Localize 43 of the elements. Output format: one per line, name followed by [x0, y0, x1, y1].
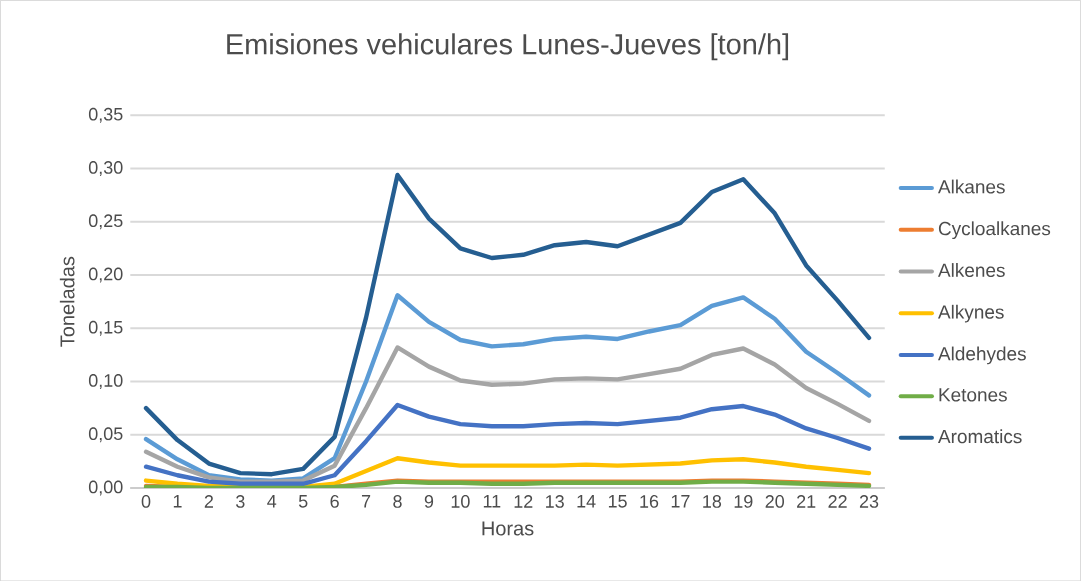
- legend-label: Alkynes: [937, 304, 1004, 323]
- x-tick-label: 5: [298, 494, 308, 508]
- x-axis-title: Horas: [482, 521, 534, 536]
- y-tick-label: 0,35: [88, 107, 123, 123]
- y-axis-title: Toneladas: [59, 256, 75, 347]
- line-series: [143, 345, 872, 484]
- x-tick-label: 2: [204, 494, 213, 508]
- x-tick-label: 3: [236, 494, 245, 508]
- x-tick-label: 10: [451, 494, 470, 508]
- x-tick-label: 18: [703, 494, 722, 508]
- x-tick-label: 14: [577, 494, 596, 508]
- x-tick-label: 20: [765, 494, 785, 508]
- x-tick-label: 13: [546, 494, 564, 508]
- x-tick-label: 19: [734, 494, 753, 508]
- x-tick-label: 4: [267, 494, 277, 508]
- y-tick-label: 0,30: [88, 160, 123, 176]
- legend-label: Alkenes: [937, 262, 1005, 277]
- legend-label: Ketones: [939, 388, 1007, 402]
- legend-label: Aromatics: [937, 429, 1022, 444]
- legend-label: Cycloalkanes: [938, 221, 1051, 239]
- y-tick-label: 0,10: [88, 373, 123, 389]
- x-tick-label: 9: [424, 494, 434, 508]
- chart-title: Emisiones vehiculares Lunes-Jueves [ton/h]: [227, 33, 789, 61]
- y-tick-label: 0,05: [88, 427, 123, 443]
- x-tick-label: 12: [514, 494, 533, 508]
- legend-label: Alkanes: [937, 179, 1005, 194]
- x-tick-label: 15: [608, 494, 627, 508]
- y-tick-label: 0,20: [88, 267, 123, 283]
- x-tick-label: 16: [640, 494, 659, 508]
- y-tick-label: 0,15: [88, 320, 123, 336]
- legend-label: Aldehydes: [937, 346, 1026, 365]
- y-tick-label: 0,00: [88, 480, 123, 496]
- x-tick-label: 21: [797, 494, 816, 508]
- x-tick-label: 22: [828, 494, 847, 508]
- x-tick-label: 7: [361, 494, 371, 508]
- x-tick-label: 6: [330, 494, 339, 508]
- x-tick-label: 8: [393, 494, 402, 508]
- x-tick-label: 11: [483, 494, 501, 508]
- x-tick-label: 23: [859, 494, 879, 508]
- y-tick-label: 0,25: [88, 214, 123, 230]
- x-tick-label: 0: [141, 494, 151, 508]
- x-tick-label: 1: [173, 494, 182, 508]
- x-tick-label: 17: [671, 494, 690, 508]
